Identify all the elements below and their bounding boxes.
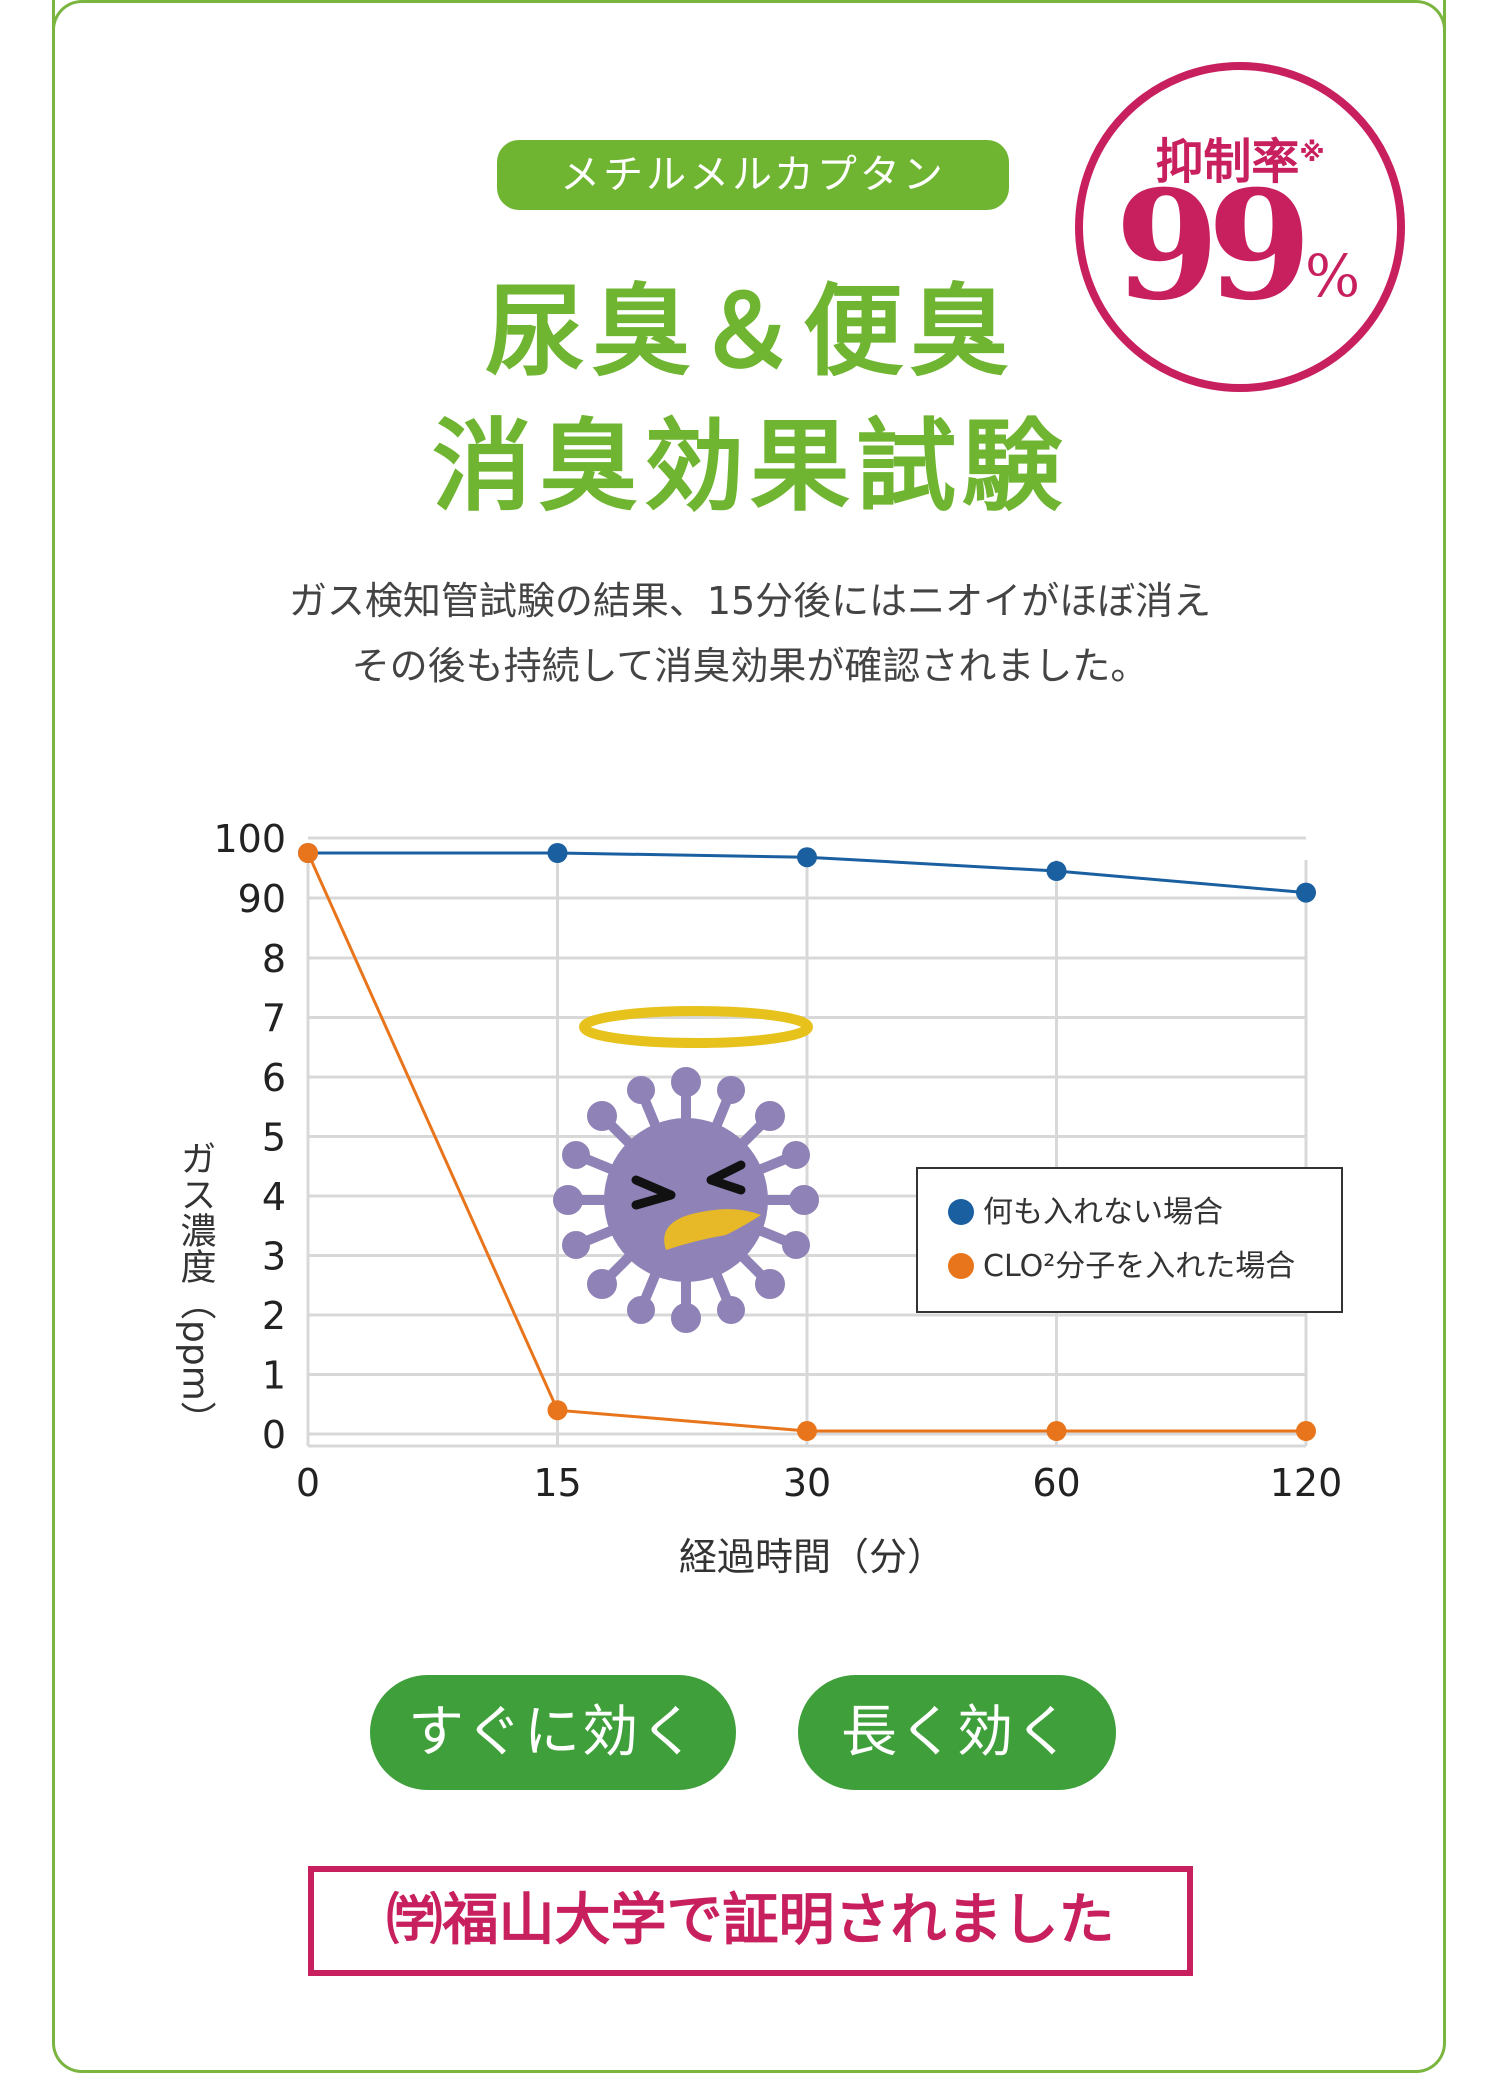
virus-mascot-icon [553,1006,819,1333]
x-axis-label: 経過時間（分） [679,1535,945,1579]
y-tick-label: 2 [262,1294,286,1338]
data-point-1-2 [797,1421,817,1442]
badge-label: 抑制率 [1155,134,1300,190]
legend-label-1: CLO²分子を入れた場合 [983,1249,1295,1284]
badge-value: 99 [1115,158,1312,334]
badge-label-wrap: 抑制率※ [1083,122,1397,192]
fast-acting-button[interactable]: すぐに効く [370,1675,736,1790]
badge-note: ※ [1299,138,1325,168]
data-point-0-3 [1046,861,1067,881]
y-tick-label: 100 [213,817,286,861]
left-eye [631,1175,676,1210]
data-point-0-2 [797,847,817,868]
card-border [52,0,1446,2073]
data-point-0-4 [1296,882,1316,903]
title-line-1: 尿臭＆便臭 [485,273,1015,390]
halo-icon [579,1006,813,1048]
legend-label-0: 何も入れない場合 [983,1195,1223,1230]
data-point-1-4 [1296,1421,1316,1442]
y-tick-label: 90 [238,877,286,921]
y-tick-label: 8 [262,937,286,981]
mouth [664,1209,761,1250]
tag-pill: メチルメルカプタン [497,140,1009,210]
y-tick-label: 0 [262,1413,286,1457]
legend-marker-1 [948,1253,974,1279]
x-tick-label: 30 [783,1461,831,1505]
x-tick-label: 60 [1032,1461,1080,1505]
gas-concentration-chart: 100 90 8 7 6 5 4 3 2 1 0 0 15 30 60 120 [175,817,1343,1579]
suppression-badge: 抑制率※ 99 % [1075,62,1405,392]
y-tick-label: 5 [262,1116,286,1160]
y-axis-label: ガス濃度（ppm） [175,1140,217,1437]
legend-marker-0 [948,1199,974,1225]
y-axis-ticks: 100 90 8 7 6 5 4 3 2 1 0 [213,817,286,1457]
chart-series [298,843,1316,1442]
right-eye [706,1160,746,1195]
data-point-0-1 [547,843,568,863]
x-tick-label: 0 [296,1461,320,1505]
x-tick-label: 120 [1270,1461,1343,1505]
data-point-1-3 [1046,1421,1067,1442]
data-point-1-0 [298,843,318,863]
description-line-1: ガス検知管試験の結果、15分後にはニオイがほぼ消え [288,579,1212,623]
x-axis-ticks: 0 15 30 60 120 [296,1461,1342,1505]
y-tick-label: 3 [262,1235,286,1279]
chart-legend: 何も入れない場合 CLO²分子を入れた場合 [916,1167,1343,1313]
y-tick-label: 6 [262,1056,286,1100]
chart-grid [306,836,1308,1448]
long-lasting-button[interactable]: 長く効く [798,1675,1116,1790]
description-line-2: その後も持続して消臭効果が確認されました。 [351,644,1149,688]
x-tick-label: 15 [533,1461,581,1505]
data-point-1-1 [547,1400,568,1421]
y-tick-label: 4 [262,1175,286,1219]
title-line-2: 消臭効果試験 [432,408,1068,525]
university-proof-box: ㈻福山大学で証明されました [308,1866,1193,1976]
badge-unit: % [1305,242,1361,310]
virus-body [604,1118,768,1282]
y-tick-label: 1 [262,1354,286,1398]
y-tick-label: 7 [262,997,286,1041]
